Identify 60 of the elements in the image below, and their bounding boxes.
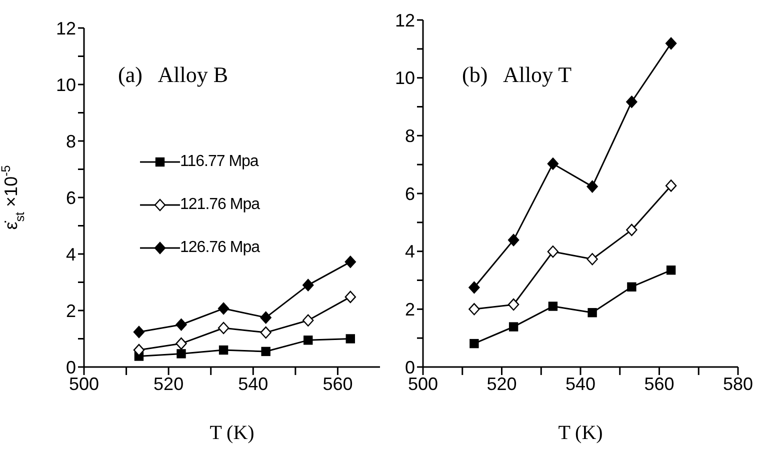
point (586, 253, 598, 266)
point (218, 345, 228, 355)
x-tick-label: 560 (644, 374, 674, 394)
point (260, 326, 272, 339)
point (218, 302, 230, 315)
point (468, 281, 480, 294)
point (548, 302, 558, 311)
x-tick-label: 560 (322, 374, 353, 394)
point (260, 311, 272, 324)
y-tick-label: 8 (66, 131, 76, 152)
point (586, 180, 598, 193)
x-axis-title: T (K) (210, 422, 254, 444)
legend-label: 121.76 Mpa (180, 196, 260, 214)
point (626, 96, 638, 108)
point (508, 298, 520, 311)
y-tick-label: 6 (404, 184, 415, 204)
point (508, 234, 520, 246)
x-tick-label: 520 (154, 374, 184, 394)
y-tick-label: 8 (404, 126, 415, 146)
x-tick-label: 540 (238, 374, 268, 394)
y-tick-label: 12 (394, 10, 415, 30)
point (344, 290, 356, 304)
y-tick-label: 10 (56, 74, 76, 95)
point (302, 314, 314, 326)
annotation: (a) Alloy B (118, 62, 228, 88)
point (547, 246, 559, 258)
y-tick-label: 4 (66, 244, 76, 264)
point (176, 349, 186, 358)
point (346, 334, 355, 344)
x-tick-label: 540 (565, 374, 596, 394)
x-tick-label: 580 (722, 374, 754, 394)
y-tick-label: 6 (66, 188, 76, 208)
point (626, 224, 638, 236)
legend-label: 116.77 Mpa (180, 152, 258, 170)
y-tick-label: 10 (394, 68, 415, 88)
point (344, 256, 356, 268)
y-tick-label: 12 (56, 18, 76, 38)
point (627, 282, 636, 292)
point (133, 326, 145, 338)
point (547, 158, 559, 170)
point (508, 322, 518, 332)
point (588, 308, 597, 318)
point (468, 303, 480, 316)
point (304, 336, 313, 345)
y-tick-label: 2 (66, 300, 76, 321)
annotation: (b) Alloy T (462, 62, 572, 88)
point (302, 278, 314, 292)
point (665, 37, 677, 50)
point (218, 322, 230, 334)
point (176, 337, 187, 350)
point (261, 346, 270, 356)
x-tick-label: 520 (486, 374, 517, 394)
y-tick-label: 2 (404, 300, 415, 320)
point (666, 266, 676, 275)
x-axis-title: T (K) (558, 422, 603, 444)
y-tick-label: 4 (404, 242, 415, 262)
point (470, 338, 479, 348)
point (176, 318, 187, 331)
legend-label: 126.76 Mpa (180, 238, 260, 256)
point (665, 180, 677, 192)
